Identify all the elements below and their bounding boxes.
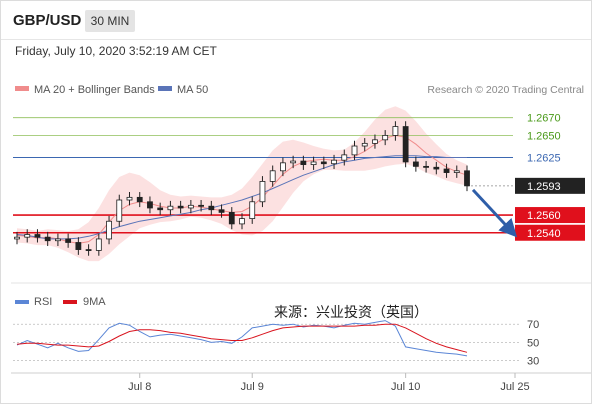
x-label-3: Jul 25 [500, 381, 529, 393]
price-chart: MA 20 + Bollinger Bands MA 50 Research ©… [11, 84, 591, 393]
rsi-legend: RSI 9MA [15, 296, 106, 308]
candle-body [320, 161, 327, 165]
rsi-axis: 70 50 30 [527, 319, 539, 367]
rsi-lines [16, 320, 468, 357]
candle-body [85, 249, 92, 251]
moving-averages [16, 134, 468, 244]
x-label-0: Jul 8 [128, 381, 151, 393]
candle-body [280, 162, 286, 172]
rsi-tick-70: 70 [527, 319, 539, 331]
candle-body [14, 236, 20, 240]
price-label-1-2650: 1.2650 [527, 130, 561, 142]
candle-body [157, 207, 164, 211]
chart-legend: MA 20 + Bollinger Bands MA 50 Research ©… [15, 84, 584, 96]
candle-body [290, 160, 297, 164]
candle-body [310, 161, 317, 166]
candlesticks [14, 121, 470, 256]
candle-body [402, 126, 409, 163]
candle-body [372, 139, 378, 144]
candle-body [453, 170, 460, 173]
candle-body [44, 236, 51, 242]
rsi-tick-50: 50 [527, 337, 539, 349]
chart-timestamp: Friday, July 10, 2020 3:52:19 AM CET [15, 44, 217, 58]
ma50-legend-swatch [158, 86, 172, 91]
x-label-1: Jul 9 [241, 381, 264, 393]
bollinger-band [17, 106, 467, 262]
candle-body [116, 199, 123, 222]
projection-arrow-line [471, 188, 518, 238]
candle-body [208, 205, 215, 211]
source-credit: Research © 2020 Trading Central [427, 84, 584, 96]
price-label-1-2625: 1.2625 [527, 153, 561, 165]
price-axis: 1.2670 1.2650 1.2625 1.2593 1.2560 1.2540 [515, 113, 585, 241]
price-label-1-2540: 1.2540 [527, 228, 561, 240]
ma20-legend-swatch [15, 86, 29, 91]
symbol-title: GBP/USD [13, 12, 82, 29]
candle-body [300, 160, 307, 166]
candle-body [382, 134, 389, 141]
candle-body [423, 165, 429, 168]
price-label-box-1-2560 [515, 207, 585, 224]
candle-body [136, 196, 143, 203]
candle-body [95, 238, 102, 251]
ma20-line [16, 134, 468, 244]
candle-body [187, 204, 194, 209]
ma50-legend-label: MA 50 [177, 84, 208, 96]
bollinger-band-area [17, 106, 467, 262]
candle-body [443, 168, 450, 173]
candle-body [392, 126, 399, 136]
candle-body [177, 205, 184, 209]
candle-body [147, 201, 153, 209]
x-label-2: Jul 10 [391, 381, 420, 393]
candle-body [218, 209, 225, 213]
rsi-ma-line [16, 323, 468, 353]
ma20-legend-label: MA 20 + Bollinger Bands [34, 84, 155, 96]
candle-body [167, 205, 174, 211]
rsi-legend-label: RSI [34, 296, 52, 308]
price-label-box-1-2625 [515, 149, 585, 166]
candle-body [464, 170, 470, 187]
rsi-ma-legend-swatch [63, 300, 77, 304]
candle-body [331, 159, 337, 165]
price-label-1-2593: 1.2593 [527, 181, 561, 193]
price-label-1-2670: 1.2670 [527, 113, 561, 125]
timeframe-badge[interactable]: 30 MIN [85, 10, 135, 32]
candle-body [249, 201, 256, 219]
key-levels [13, 117, 513, 234]
candle-body [106, 220, 112, 240]
candle-body [269, 170, 276, 182]
rsi-grid [13, 323, 519, 361]
candle-body [198, 204, 204, 207]
candle-body [34, 234, 41, 238]
candle-body [259, 181, 266, 203]
candle-body [351, 145, 358, 156]
candle-body [55, 238, 61, 242]
rsi-ma-legend-label: 9MA [83, 296, 106, 308]
projection-arrow [471, 188, 518, 238]
price-label-1-2560: 1.2560 [527, 210, 561, 222]
rsi-tick-30: 30 [527, 355, 539, 367]
x-axis: Jul 8 Jul 9 Jul 10 Jul 25 [128, 373, 530, 393]
price-label-box-1-2593 [515, 177, 585, 194]
ma50-line [16, 155, 467, 240]
candle-body [361, 142, 368, 147]
candle-body [126, 196, 133, 201]
watermark-text: 来源：兴业投资（英国） [274, 304, 428, 320]
candle-body [65, 238, 72, 243]
candle-body [228, 211, 235, 225]
candle-body [239, 218, 245, 225]
candle-body [24, 234, 31, 238]
chart-header: GBP/USD 30 MIN [1, 1, 591, 40]
candle-body [341, 154, 348, 161]
candle-body [75, 242, 82, 250]
candle-body [412, 161, 419, 167]
price-label-box-1-2540 [515, 224, 585, 241]
candle-body [433, 166, 440, 170]
rsi-legend-swatch [15, 300, 29, 304]
